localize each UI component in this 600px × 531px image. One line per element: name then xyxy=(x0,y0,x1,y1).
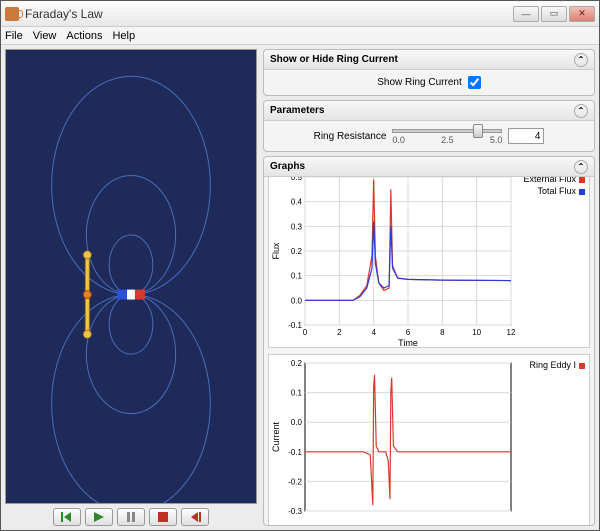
svg-text:0.2: 0.2 xyxy=(291,359,303,368)
svg-text:-0.1: -0.1 xyxy=(288,448,302,457)
resistance-label: Ring Resistance xyxy=(314,131,387,142)
simulation-canvas[interactable] xyxy=(5,49,257,504)
svg-text:0: 0 xyxy=(303,328,308,337)
svg-text:4: 4 xyxy=(371,328,376,337)
playback-controls xyxy=(5,504,257,526)
svg-text:0.4: 0.4 xyxy=(291,198,303,207)
maximize-button[interactable]: ▭ xyxy=(541,6,567,22)
step-back-button[interactable] xyxy=(53,508,81,526)
right-pane: Show or Hide Ring Current ⌃ Show Ring Cu… xyxy=(263,49,595,526)
show-ring-panel: Show or Hide Ring Current ⌃ Show Ring Cu… xyxy=(263,49,595,96)
minimize-button[interactable]: — xyxy=(513,6,539,22)
window-title: Faraday's Law xyxy=(25,7,513,21)
pause-button[interactable] xyxy=(117,508,145,526)
svg-text:0.5: 0.5 xyxy=(291,177,303,182)
svg-text:0.1: 0.1 xyxy=(291,272,303,281)
show-ring-label: Show Ring Current xyxy=(377,77,461,88)
java-icon xyxy=(5,7,19,21)
menu-help[interactable]: Help xyxy=(112,30,135,42)
svg-text:0.3: 0.3 xyxy=(291,222,303,231)
menu-view[interactable]: View xyxy=(33,30,57,42)
menu-file[interactable]: File xyxy=(5,30,23,42)
app-window: Faraday's Law — ▭ ✕ File View Actions He… xyxy=(0,0,600,531)
graphs-header[interactable]: Graphs ⌃ xyxy=(264,157,594,177)
chevron-up-icon[interactable]: ⌃ xyxy=(574,53,588,67)
parameters-title: Parameters xyxy=(270,105,324,116)
svg-text:-0.1: -0.1 xyxy=(288,321,302,330)
slider-min: 0.0 xyxy=(392,135,405,145)
svg-text:0.0: 0.0 xyxy=(291,418,303,427)
svg-text:-0.2: -0.2 xyxy=(288,477,302,486)
content: Show or Hide Ring Current ⌃ Show Ring Cu… xyxy=(1,45,599,530)
flux-chart[interactable]: -0.10.00.10.20.30.40.5024681012TimeFluxE… xyxy=(268,177,590,348)
svg-text:0.0: 0.0 xyxy=(291,296,303,305)
svg-text:6: 6 xyxy=(406,328,411,337)
menubar: File View Actions Help xyxy=(1,27,599,45)
sim-svg xyxy=(6,50,256,503)
resistance-value[interactable] xyxy=(508,128,544,144)
show-ring-header[interactable]: Show or Hide Ring Current ⌃ xyxy=(264,50,594,70)
graphs-panel: Graphs ⌃ -0.1 0.0 0.1 0.2 0.3 0.4 0.5 0 2 4 6 8 10 12… xyxy=(263,156,595,526)
left-pane xyxy=(5,49,257,526)
svg-text:Current: Current xyxy=(271,421,281,452)
chevron-up-icon[interactable]: ⌃ xyxy=(574,160,588,174)
stop-button[interactable] xyxy=(149,508,177,526)
menu-actions[interactable]: Actions xyxy=(66,30,102,42)
svg-text:8: 8 xyxy=(440,328,445,337)
svg-text:10: 10 xyxy=(472,328,481,337)
play-button[interactable] xyxy=(85,508,113,526)
titlebar[interactable]: Faraday's Law — ▭ ✕ xyxy=(1,1,599,27)
resistance-slider[interactable]: 0.0 2.5 5.0 xyxy=(392,127,502,145)
chevron-up-icon[interactable]: ⌃ xyxy=(574,104,588,118)
svg-text:2: 2 xyxy=(337,328,342,337)
svg-text:0.2: 0.2 xyxy=(291,247,303,256)
svg-text:12: 12 xyxy=(507,328,516,337)
reset-button[interactable] xyxy=(181,508,209,526)
show-ring-checkbox[interactable] xyxy=(468,76,481,89)
svg-text:Time: Time xyxy=(398,338,418,348)
svg-text:0.1: 0.1 xyxy=(291,389,303,398)
parameters-header[interactable]: Parameters ⌃ xyxy=(264,101,594,121)
svg-text:Flux: Flux xyxy=(271,242,281,260)
slider-max: 5.0 xyxy=(490,135,503,145)
show-ring-title: Show or Hide Ring Current xyxy=(270,54,398,65)
current-chart[interactable]: -0.3-0.2-0.10.00.10.2CurrentRing Eddy I xyxy=(268,354,590,525)
graphs-title: Graphs xyxy=(270,161,305,172)
parameters-panel: Parameters ⌃ Ring Resistance 0.0 2.5 5.0 xyxy=(263,100,595,152)
slider-mid: 2.5 xyxy=(441,135,454,145)
svg-text:-0.3: -0.3 xyxy=(288,507,302,516)
close-button[interactable]: ✕ xyxy=(569,6,595,22)
